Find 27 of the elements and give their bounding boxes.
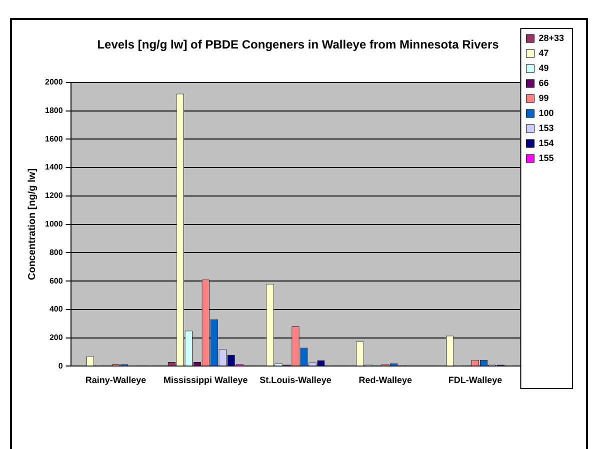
y-axis-title: Concentration [ng/g lw]: [26, 168, 38, 280]
legend-label: 28+33: [538, 32, 564, 43]
legend-label: 47: [538, 48, 549, 58]
y-tick-label: 1000: [45, 220, 64, 229]
x-tick-label: Mississippi Walleye: [164, 375, 248, 386]
legend-label: 155: [538, 152, 554, 163]
x-tick-label: Rainy-Walleye: [85, 375, 146, 386]
y-tick-label: 400: [49, 304, 64, 314]
y-tick-label: 1800: [45, 106, 64, 115]
legend-label: 99: [538, 92, 549, 103]
y-tick-label: 0: [58, 361, 64, 370]
y-tick-label: 800: [49, 248, 64, 257]
y-tick-label: 1600: [45, 134, 64, 144]
legend-label: 154: [538, 138, 554, 148]
y-tick-label: 600: [49, 276, 64, 286]
x-tick-label: FDL-Walleye: [448, 375, 502, 386]
legend-label: 49: [538, 62, 549, 73]
x-tick-label: Red-Walleye: [358, 375, 412, 386]
y-tick-label: 1200: [45, 191, 64, 200]
chart-title: Levels [ng/g lw] of PBDE Congeners in Walleye from Minnesota Rivers: [97, 38, 500, 52]
x-tick-label: St.Louis-Walleye: [260, 375, 332, 386]
legend-label: 100: [538, 108, 554, 118]
legend-label: 66: [538, 78, 549, 88]
legend-label: 153: [538, 122, 554, 133]
y-tick-label: 1400: [45, 162, 64, 172]
y-tick-label: 2000: [45, 78, 64, 87]
y-tick-label: 200: [49, 333, 64, 342]
